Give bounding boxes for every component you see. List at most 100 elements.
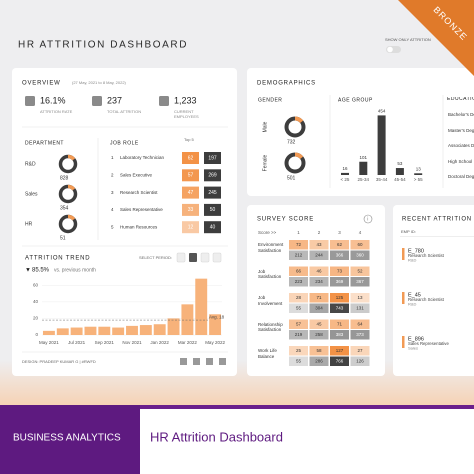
- attrition-value: 43: [316, 242, 322, 247]
- attrition-value: 52: [357, 269, 363, 274]
- bar: [167, 318, 180, 335]
- donut-arc: [67, 214, 76, 221]
- trend-arrow: ▼: [25, 268, 31, 274]
- score-label: Score >>: [258, 230, 277, 235]
- value-label: 13: [416, 166, 422, 171]
- job-role-title: JOB ROLE: [110, 140, 139, 146]
- active-cell: [350, 277, 370, 287]
- active-value: 50: [210, 207, 216, 213]
- attrition-value: 60: [357, 242, 363, 247]
- active-value: 766: [336, 359, 344, 364]
- kpi-icon: [92, 96, 102, 106]
- recent-card: [393, 205, 474, 376]
- active-cell: [204, 221, 221, 234]
- attrition-cell: [309, 319, 329, 329]
- y-tick-label: 40: [33, 299, 39, 304]
- job-role-name: Sales Executive: [120, 172, 153, 177]
- education-item: High School: [448, 158, 473, 164]
- attrition-cell: [330, 293, 349, 303]
- attrition-value: 71: [337, 322, 343, 327]
- emp-role: Sales Representative: [408, 341, 449, 346]
- attrition-cell: [182, 221, 199, 234]
- active-value: 197: [208, 155, 217, 161]
- job-role-name: Sales Representative: [120, 207, 163, 212]
- rank: 2: [111, 172, 114, 177]
- survey-row-name: Work Life Balance: [258, 348, 277, 359]
- job-role-note: Top 5: [184, 137, 195, 142]
- marker: [402, 336, 405, 348]
- icon[interactable]: [180, 358, 187, 365]
- x-tick-label: May 2021: [39, 340, 59, 345]
- emp-id: E_780: [408, 248, 424, 254]
- attrition-cell: [289, 346, 308, 356]
- survey-row-name: Environment Satisfaction: [258, 242, 284, 253]
- filter-line: [400, 236, 474, 237]
- gender-title: GENDER: [258, 97, 282, 103]
- toggle-knob: [387, 46, 393, 53]
- x-tick-label: Mar 2022: [178, 340, 198, 345]
- bar: [341, 172, 349, 175]
- emp-dept: Sales: [408, 346, 418, 351]
- active-value: 269: [208, 173, 217, 179]
- bar: [181, 304, 194, 335]
- bar: [70, 327, 83, 335]
- period-button[interactable]: [200, 252, 210, 263]
- active-cell: [289, 330, 308, 340]
- attrition-cell: [309, 293, 329, 303]
- period-button[interactable]: [189, 253, 197, 262]
- x-tick-label: May 2022: [205, 340, 225, 345]
- attrition-cell: [289, 266, 308, 276]
- score-header: 2: [318, 230, 321, 235]
- avg-label: Avg. 18: [209, 314, 225, 319]
- attrition-value: 62: [337, 242, 343, 247]
- attrition-cell: [289, 319, 308, 329]
- trend-title: ATTRITION TREND: [25, 256, 90, 262]
- bar: [56, 328, 69, 335]
- icon[interactable]: [206, 358, 213, 365]
- attrition-value: 64: [357, 322, 363, 327]
- value-label: 454: [378, 109, 386, 114]
- attrition-cell: [330, 266, 349, 276]
- bar: [126, 325, 138, 335]
- period-button[interactable]: [212, 252, 222, 263]
- active-value: 304: [315, 306, 323, 311]
- emp-dept: R&D: [408, 302, 417, 307]
- kpi-icon: [25, 96, 35, 106]
- x-tick-label: Jan 2022: [150, 340, 169, 345]
- education-item: Bachelor's Degree: [448, 112, 474, 117]
- donut-arc: [67, 184, 76, 191]
- attrition-cell: [330, 346, 349, 356]
- attrition-cell: [182, 152, 199, 164]
- active-cell: [289, 250, 308, 260]
- active-cell: [204, 203, 221, 216]
- period-button[interactable]: [176, 252, 186, 263]
- y-tick-label: 0: [35, 332, 38, 337]
- kpi-label: TOTAL ATTRITION: [107, 109, 142, 114]
- active-value: 219: [295, 332, 303, 337]
- active-value: 245: [208, 190, 217, 196]
- attrition-value: 73: [337, 269, 343, 274]
- recent-title: RECENT ATTRITION: [402, 217, 472, 223]
- attrition-value: 47: [188, 190, 194, 196]
- icon[interactable]: [219, 358, 226, 365]
- active-value: 258: [315, 332, 323, 337]
- bar: [209, 314, 222, 335]
- x-tick-label: Nov 2021: [122, 340, 142, 345]
- score-header: 1: [297, 230, 300, 235]
- bottom-left-box: [0, 405, 140, 474]
- icon[interactable]: [193, 358, 200, 365]
- active-value: 126: [356, 359, 364, 364]
- x-tick-label: > 55: [414, 177, 423, 182]
- x-tick-label: Jul 2021: [68, 340, 86, 345]
- attrition-cell: [289, 293, 308, 303]
- department-value: 51: [60, 235, 66, 241]
- attrition-cell: [309, 346, 329, 356]
- attrition-cell: [309, 266, 329, 276]
- info-icon[interactable]: [363, 214, 373, 224]
- rank: 5: [111, 224, 114, 229]
- active-cell: [289, 356, 308, 366]
- trend-change-note: vs. previous month: [54, 267, 96, 273]
- kpi-label: CURRENT EMPLOYEES: [174, 109, 199, 119]
- overview-period: (27 May, 2021 to 8 May, 2022): [72, 80, 127, 85]
